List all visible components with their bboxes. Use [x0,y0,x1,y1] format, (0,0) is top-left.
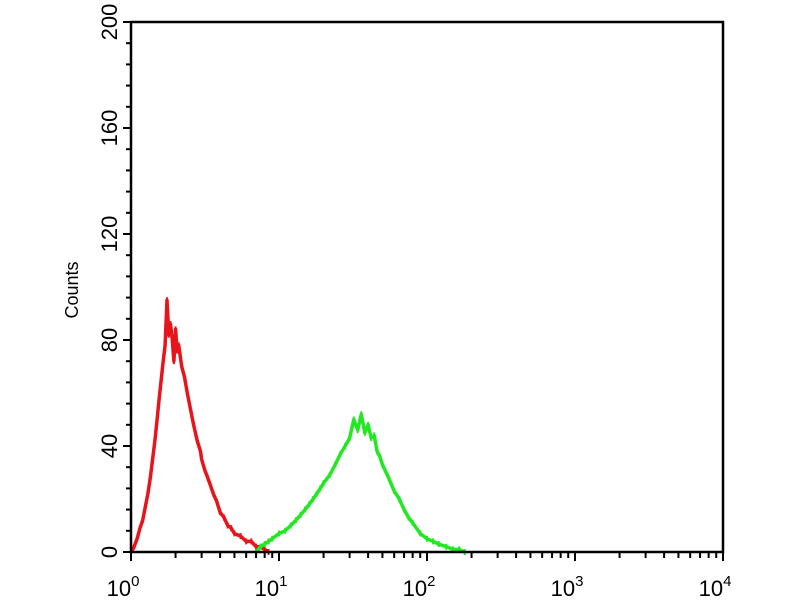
y-tick-label: 160 [97,110,122,147]
x-tick-base: 10 [255,576,279,600]
x-tick-label: 102 [403,573,436,600]
x-tick-exponent: 4 [723,573,731,590]
histogram-series-2 [254,412,466,554]
y-tick-label: 40 [97,434,122,458]
y-tick-label: 80 [97,328,122,352]
x-tick-label: 104 [699,573,732,600]
x-tick-exponent: 2 [427,573,435,590]
x-tick-base: 10 [551,576,575,600]
x-tick-label: 103 [551,573,584,600]
plot-frame [129,20,725,554]
x-tick-base: 10 [107,576,131,600]
x-tick-base: 10 [403,576,427,600]
x-tick-exponent: 1 [279,573,287,590]
x-tick-label: 100 [107,573,140,600]
x-tick-base: 10 [699,576,723,600]
x-tick-exponent: 3 [575,573,583,590]
x-tick-exponent: 0 [131,573,139,590]
histogram-series-1 [129,298,270,554]
y-axis-title: Counts [62,261,82,318]
x-tick-label: 101 [255,573,288,600]
y-tick-label: 200 [97,4,122,41]
series-layer [129,297,466,555]
y-tick-label: 120 [97,216,122,253]
y-tick-label: 0 [97,546,122,558]
